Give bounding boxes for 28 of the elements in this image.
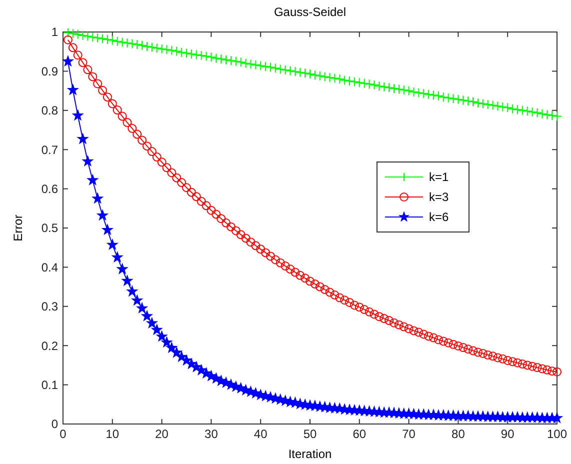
legend-label: k=6 [429, 210, 450, 224]
legend-label: k=3 [429, 190, 450, 204]
y-tick-label: 0.5 [41, 221, 58, 236]
x-tick-label: 80 [452, 427, 466, 441]
x-tick-label: 10 [106, 427, 120, 441]
x-tick-label: 20 [155, 427, 169, 441]
y-tick-label: 0.7 [41, 142, 58, 157]
x-tick-label: 90 [500, 427, 515, 441]
y-tick-label: 0.4 [41, 260, 58, 274]
y-tick-label: 0.9 [41, 64, 58, 78]
x-tick-label: 0 [60, 427, 67, 441]
x-tick-label: 100 [546, 427, 568, 441]
y-tick-label: 0.8 [41, 104, 58, 118]
y-tick-label: 0.1 [41, 378, 58, 392]
legend-label: k=1 [429, 170, 450, 184]
x-axis-title: Iteration [288, 447, 332, 461]
y-tick-label: 0.6 [41, 182, 58, 196]
x-tick-label: 60 [352, 427, 366, 441]
x-tick-label: 40 [254, 427, 268, 441]
x-tick-label: 50 [303, 427, 317, 441]
x-tick-label: 30 [204, 427, 218, 441]
y-tick-label: 0 [51, 417, 58, 432]
y-tick-label: 0.2 [41, 338, 58, 353]
chart-title: Gauss-Seidel [274, 5, 346, 19]
y-axis-title: Error [11, 214, 25, 242]
y-tick-label: 1 [51, 25, 58, 40]
y-tick-label: 0.3 [41, 300, 58, 314]
x-tick-label: 70 [402, 427, 416, 441]
